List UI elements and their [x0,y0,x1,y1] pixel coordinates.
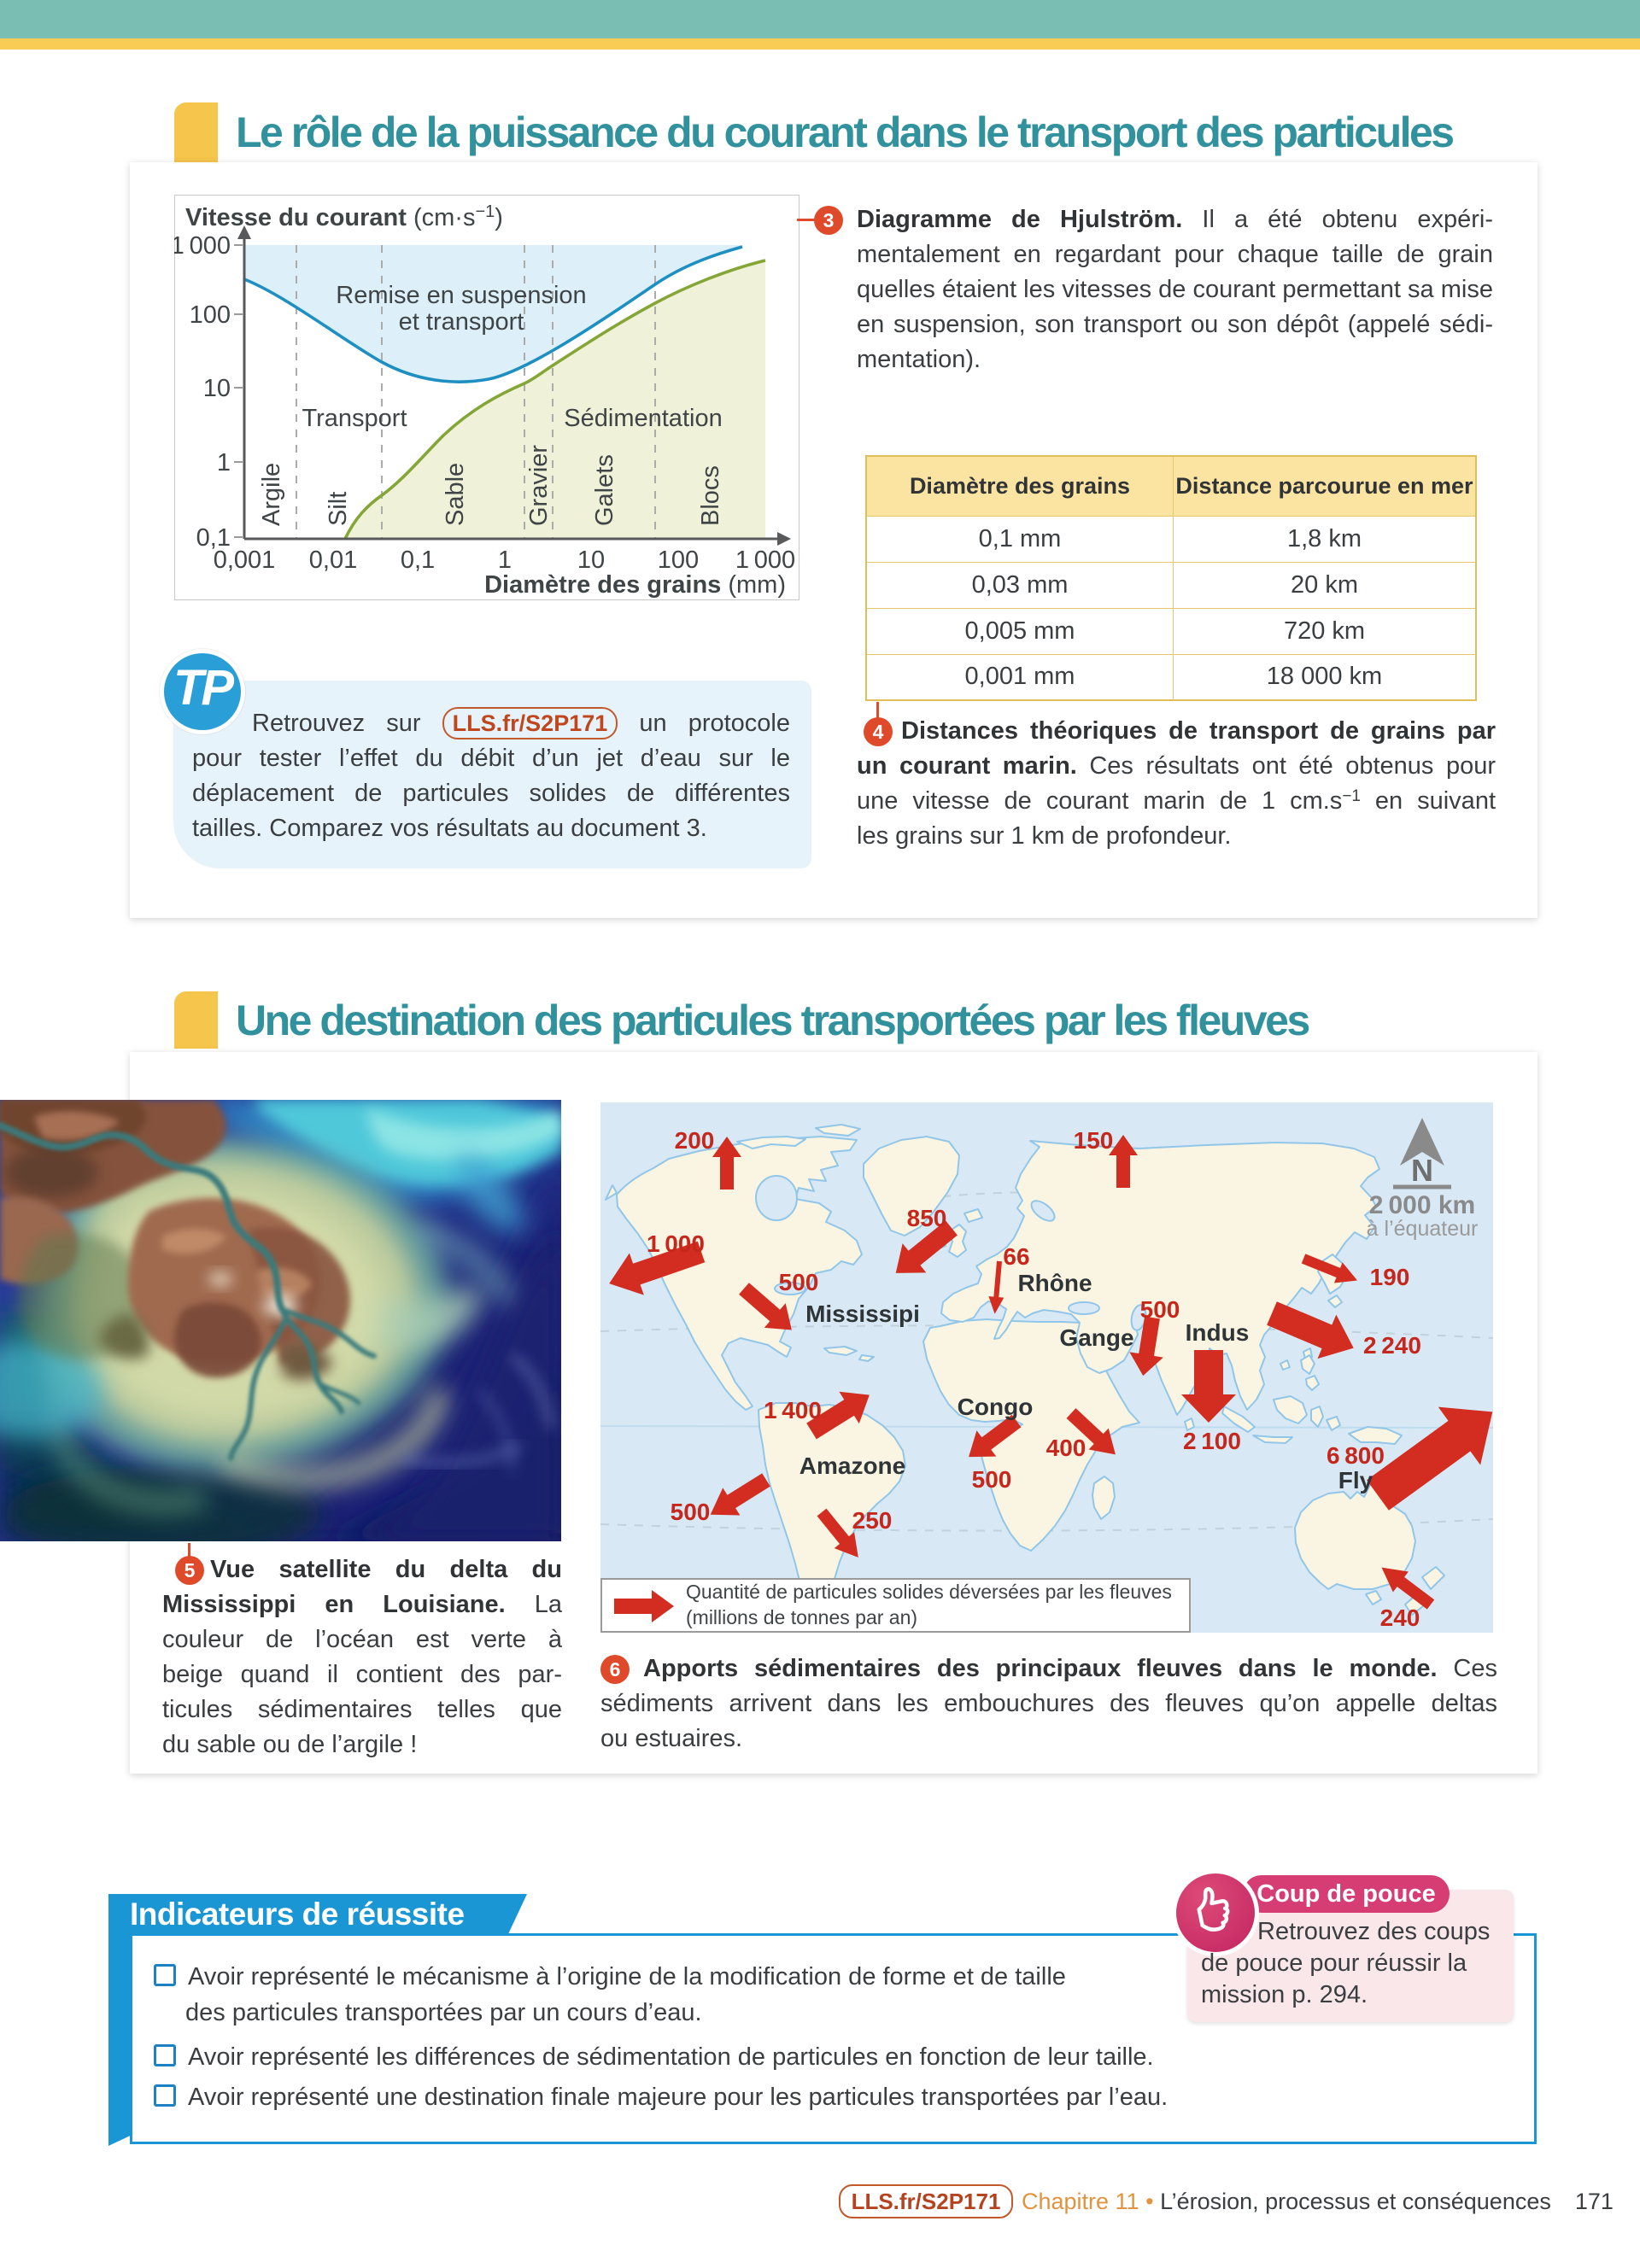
svg-text:Diamètre des grains (mm): Diamètre des grains (mm) [484,571,786,599]
svg-text:(millions de tonnes par an): (millions de tonnes par an) [686,1606,917,1628]
svg-text:Quantité de particules solides: Quantité de particules solides déversées… [686,1581,1172,1603]
svg-text:850: 850 [907,1205,947,1231]
svg-text:10: 10 [203,375,231,402]
svg-text:0,001: 0,001 [214,547,276,574]
svg-text:2 100: 2 100 [1183,1428,1241,1454]
svg-text:Silt: Silt [325,492,352,526]
svg-text:Transport: Transport [302,405,407,432]
svg-text:250: 250 [852,1507,893,1534]
svg-text:400: 400 [1046,1435,1086,1461]
svg-text:66: 66 [1003,1243,1029,1270]
svg-text:500: 500 [671,1499,711,1525]
svg-text:2 240: 2 240 [1363,1332,1421,1359]
svg-text:Remise en suspension: Remise en suspension [336,282,586,309]
svg-text:1 000: 1 000 [647,1230,705,1257]
svg-text:Galets: Galets [591,454,618,526]
svg-text:100: 100 [658,547,699,574]
svg-text:500: 500 [1140,1296,1180,1323]
svg-text:N: N [1411,1153,1433,1188]
svg-text:Amazone: Amazone [800,1453,905,1479]
svg-text:500: 500 [779,1269,819,1295]
svg-text:1: 1 [498,547,512,574]
svg-text:Argile: Argile [258,463,285,526]
svg-text:2 000 km: 2 000 km [1369,1191,1475,1219]
svg-text:0,1: 0,1 [401,547,435,574]
svg-text:0,01: 0,01 [309,547,357,574]
svg-text:Indus: Indus [1186,1319,1250,1346]
svg-text:100: 100 [190,301,231,329]
svg-text:Congo: Congo [958,1394,1034,1420]
svg-text:190: 190 [1370,1264,1410,1290]
svg-text:Mississipi: Mississipi [805,1301,920,1327]
svg-text:Sédimentation: Sédimentation [564,405,722,432]
svg-text:Vitesse du courant (cm·s−1): Vitesse du courant (cm·s−1) [185,202,503,231]
svg-text:1 400: 1 400 [764,1397,822,1423]
svg-text:1 000: 1 000 [174,232,231,260]
svg-text:240: 240 [1380,1605,1420,1631]
svg-text:6 800: 6 800 [1327,1442,1385,1469]
svg-text:10: 10 [577,547,605,574]
svg-text:et transport: et transport [399,308,524,336]
svg-text:Rhône: Rhône [1017,1270,1092,1296]
svg-text:200: 200 [675,1127,715,1154]
svg-text:1: 1 [217,449,231,476]
svg-text:Fly: Fly [1338,1467,1374,1493]
svg-text:Blocs: Blocs [697,465,724,526]
svg-text:Sable: Sable [442,463,469,526]
svg-text:Gravier: Gravier [525,445,553,526]
svg-text:Gange: Gange [1059,1324,1133,1351]
svg-text:1 000: 1 000 [735,547,795,574]
svg-text:à l’équateur: à l’équateur [1367,1217,1479,1241]
svg-text:500: 500 [972,1466,1012,1493]
svg-text:0,1: 0,1 [196,524,231,552]
svg-text:150: 150 [1074,1127,1114,1154]
